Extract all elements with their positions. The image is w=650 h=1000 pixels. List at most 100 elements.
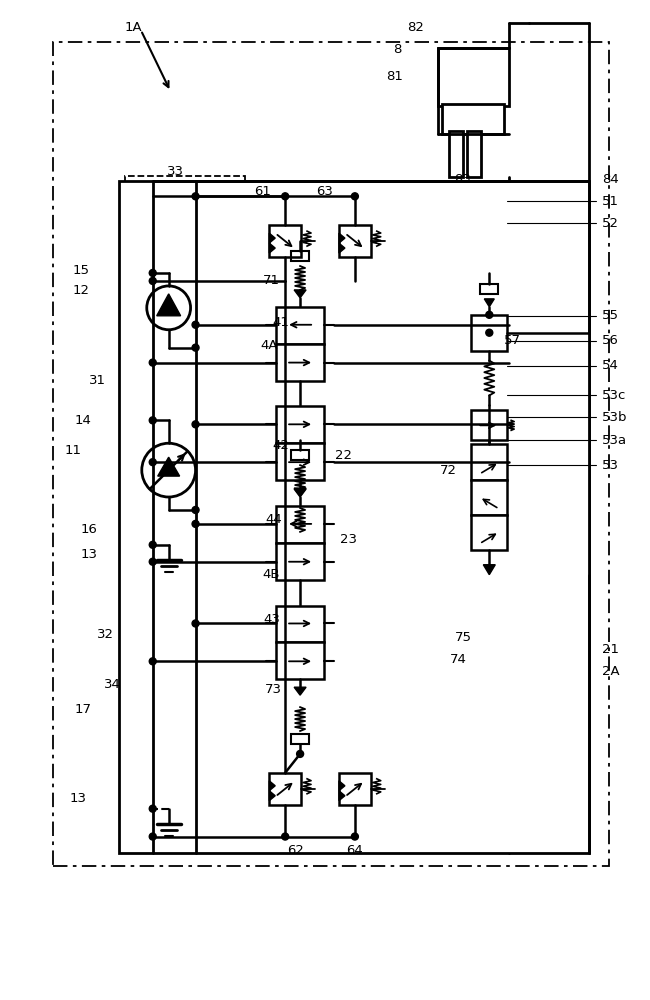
Text: 22: 22 bbox=[335, 449, 352, 462]
Bar bbox=[471, 515, 507, 550]
Polygon shape bbox=[484, 299, 494, 307]
Bar bbox=[276, 642, 324, 679]
Polygon shape bbox=[158, 457, 179, 476]
Text: 11: 11 bbox=[64, 444, 82, 457]
Text: 54: 54 bbox=[602, 359, 619, 372]
Text: 32: 32 bbox=[98, 628, 114, 641]
Bar bbox=[460, 191, 579, 639]
Text: 1A: 1A bbox=[125, 21, 142, 34]
Circle shape bbox=[281, 193, 289, 200]
Circle shape bbox=[150, 459, 156, 466]
Bar bbox=[443, 104, 504, 134]
Circle shape bbox=[192, 620, 199, 627]
Bar bbox=[276, 307, 324, 344]
Text: 41: 41 bbox=[272, 316, 289, 329]
Bar bbox=[471, 315, 507, 351]
Bar bbox=[276, 406, 324, 443]
Bar bbox=[53, 42, 609, 866]
Circle shape bbox=[150, 805, 156, 812]
Polygon shape bbox=[157, 294, 181, 316]
Text: 13: 13 bbox=[70, 792, 86, 805]
Bar bbox=[269, 225, 301, 257]
Polygon shape bbox=[269, 781, 275, 791]
Circle shape bbox=[192, 506, 199, 513]
Text: 53: 53 bbox=[602, 459, 619, 472]
Polygon shape bbox=[294, 290, 306, 298]
Bar bbox=[255, 747, 410, 817]
Text: 34: 34 bbox=[105, 678, 122, 691]
Text: 56: 56 bbox=[602, 334, 619, 347]
Text: 83: 83 bbox=[454, 173, 471, 186]
Polygon shape bbox=[294, 687, 306, 695]
Bar bbox=[437, 48, 509, 106]
Bar bbox=[471, 480, 507, 515]
Text: 74: 74 bbox=[449, 653, 466, 666]
Text: 8: 8 bbox=[393, 43, 401, 56]
Text: 53c: 53c bbox=[602, 389, 626, 402]
Bar bbox=[276, 506, 324, 543]
Bar bbox=[276, 543, 324, 580]
Text: 55: 55 bbox=[602, 309, 619, 322]
Text: 73: 73 bbox=[265, 683, 282, 696]
Bar bbox=[467, 131, 482, 177]
Circle shape bbox=[150, 277, 156, 284]
Circle shape bbox=[352, 193, 358, 200]
Circle shape bbox=[486, 329, 493, 336]
Circle shape bbox=[142, 443, 196, 497]
Bar bbox=[339, 225, 370, 257]
Text: 61: 61 bbox=[254, 185, 270, 198]
Polygon shape bbox=[339, 233, 345, 243]
Text: 81: 81 bbox=[385, 70, 402, 83]
Polygon shape bbox=[339, 791, 345, 801]
Text: 42: 42 bbox=[272, 439, 289, 452]
Text: 51: 51 bbox=[602, 195, 619, 208]
Circle shape bbox=[147, 286, 190, 330]
Text: 71: 71 bbox=[263, 274, 280, 287]
Text: 64: 64 bbox=[346, 844, 363, 857]
Bar bbox=[480, 284, 499, 294]
Circle shape bbox=[352, 833, 358, 840]
Text: 12: 12 bbox=[73, 284, 90, 297]
Text: 53a: 53a bbox=[602, 434, 627, 447]
Polygon shape bbox=[269, 791, 275, 801]
Text: 16: 16 bbox=[81, 523, 98, 536]
Text: 14: 14 bbox=[75, 414, 92, 427]
Circle shape bbox=[150, 541, 156, 548]
Circle shape bbox=[296, 750, 304, 757]
Bar bbox=[471, 444, 507, 480]
Polygon shape bbox=[339, 781, 345, 791]
Text: 43: 43 bbox=[263, 613, 280, 626]
Polygon shape bbox=[484, 565, 495, 575]
Bar bbox=[339, 773, 370, 805]
Bar bbox=[268, 565, 482, 719]
Text: 63: 63 bbox=[317, 185, 333, 198]
Circle shape bbox=[150, 269, 156, 276]
Text: 72: 72 bbox=[439, 464, 456, 477]
Bar bbox=[276, 606, 324, 642]
Circle shape bbox=[281, 833, 289, 840]
Polygon shape bbox=[269, 233, 275, 243]
Polygon shape bbox=[269, 243, 275, 253]
Circle shape bbox=[192, 344, 199, 351]
Text: 52: 52 bbox=[602, 217, 619, 230]
Polygon shape bbox=[294, 488, 306, 496]
Text: 62: 62 bbox=[287, 844, 304, 857]
Bar bbox=[449, 131, 463, 177]
Text: 15: 15 bbox=[73, 264, 90, 277]
Circle shape bbox=[150, 359, 156, 366]
Bar bbox=[291, 535, 309, 545]
Bar bbox=[268, 291, 398, 400]
Circle shape bbox=[486, 311, 493, 318]
Text: 84: 84 bbox=[602, 173, 619, 186]
Circle shape bbox=[192, 421, 199, 428]
Bar bbox=[291, 734, 309, 744]
Circle shape bbox=[150, 833, 156, 840]
Bar bbox=[340, 381, 524, 540]
Bar bbox=[255, 196, 410, 266]
Bar bbox=[471, 410, 507, 440]
Text: 82: 82 bbox=[407, 21, 424, 34]
Circle shape bbox=[192, 321, 199, 328]
Text: 23: 23 bbox=[340, 533, 357, 546]
Text: 4A: 4A bbox=[260, 339, 278, 352]
Bar bbox=[119, 181, 589, 853]
